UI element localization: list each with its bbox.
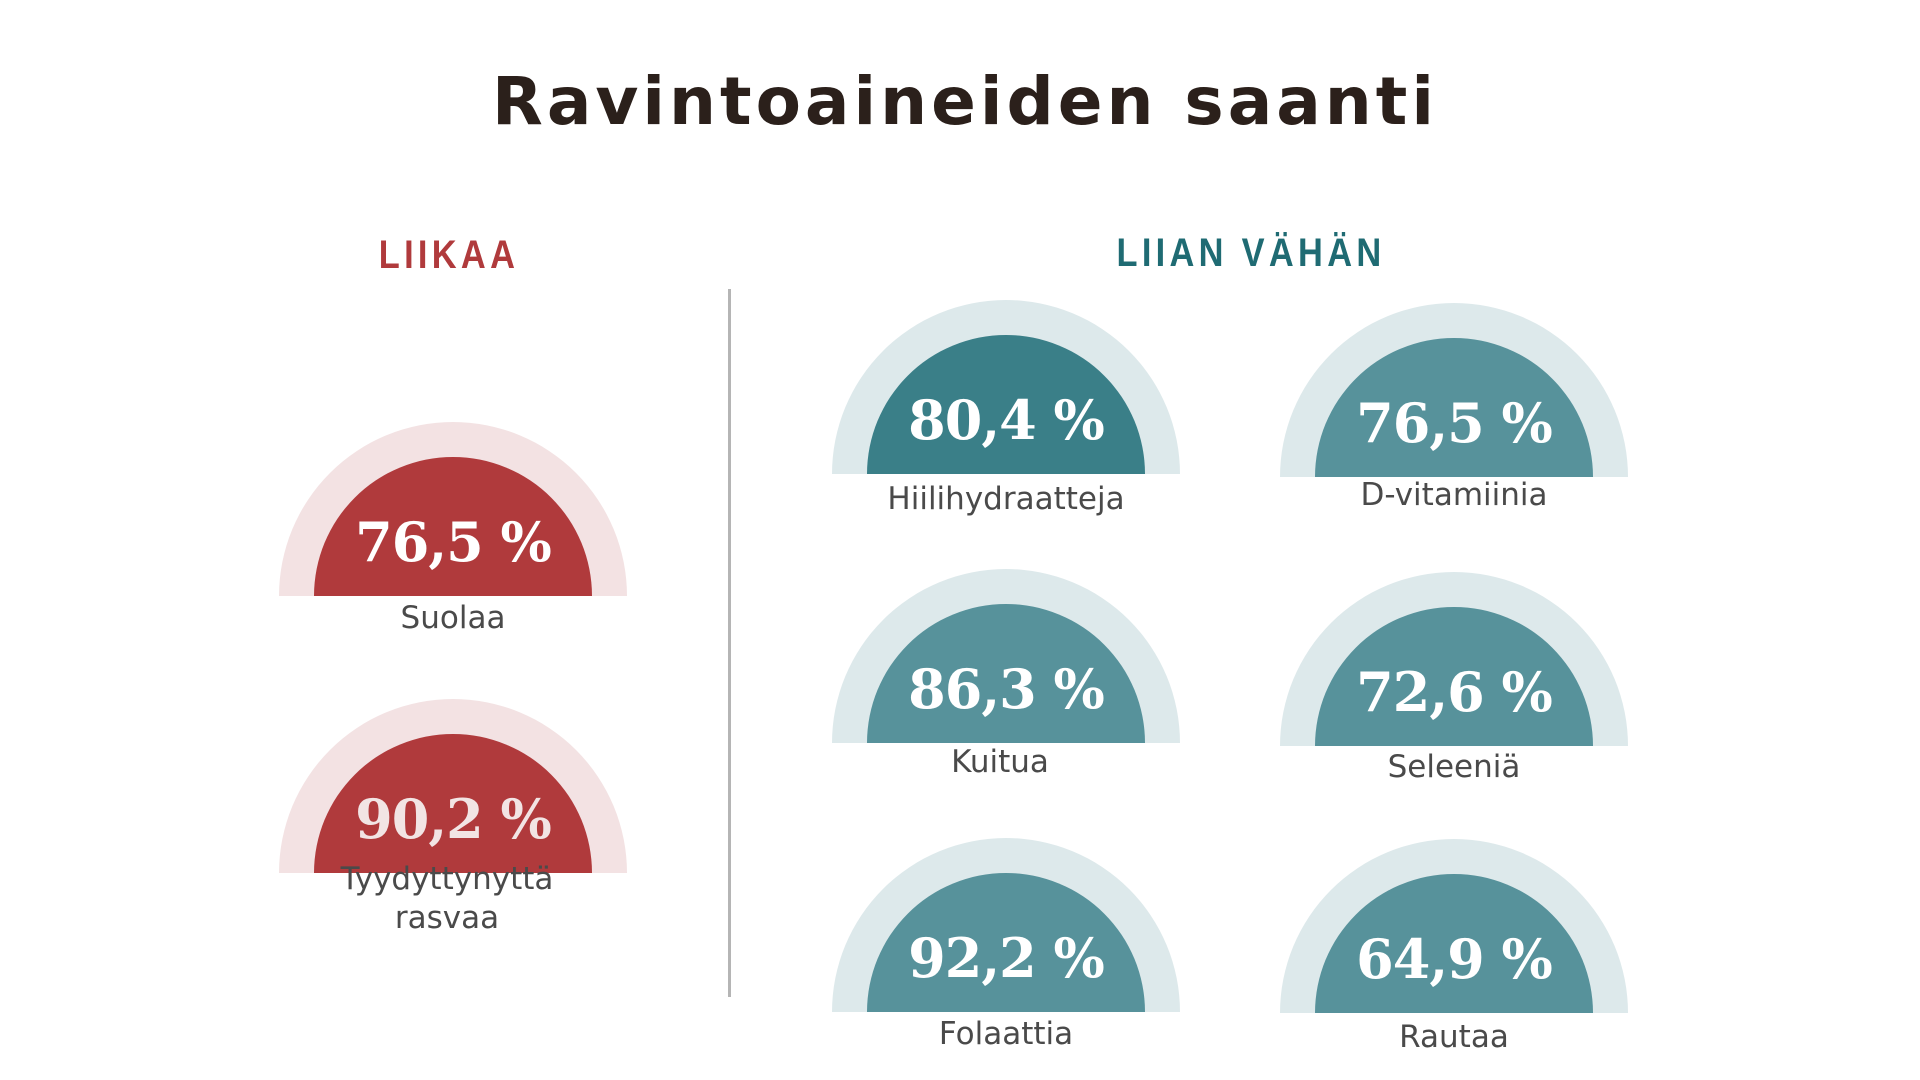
gauge-seleenia: 72,6 %: [1280, 571, 1628, 746]
gauge-value: 72,6 %: [1356, 660, 1553, 724]
gauge-label: Rautaa: [1399, 1019, 1509, 1055]
gauge-value: 86,3 %: [908, 657, 1105, 721]
gauge-value: 90,2 %: [355, 787, 552, 851]
gauge-label-line: rasvaa: [394, 900, 500, 936]
section-heading-too-much: LIIKAA: [378, 233, 520, 277]
gauge-label: Suolaa: [400, 600, 506, 636]
gauge-value: 92,2 %: [908, 926, 1105, 990]
section-heading-too-little: LIIAN VÄHÄN: [1116, 231, 1386, 275]
gauge-suolaa: 76,5 %: [279, 421, 627, 596]
gauge-label: D-vitamiinia: [1360, 477, 1548, 513]
gauge-label: Seleeniä: [1387, 749, 1521, 785]
gauge-kuitua: 86,3 %: [832, 568, 1180, 743]
gauge-d-vitamiinia: 76,5 %: [1280, 302, 1628, 477]
gauge-value: 76,5 %: [1356, 391, 1553, 455]
group-divider: [728, 289, 731, 997]
gauge-value: 64,9 %: [1356, 927, 1553, 991]
gauge-tyydyttynytta-rasvaa: 90,2 %: [279, 698, 627, 873]
page-title: Ravintoaineiden saanti: [492, 63, 1438, 140]
gauge-folaattia: 92,2 %: [832, 837, 1180, 1012]
gauge-label: Folaattia: [938, 1016, 1074, 1052]
gauge-value: 76,5 %: [355, 510, 552, 574]
gauge-label: Kuitua: [951, 744, 1049, 780]
gauge-label: Hiilihydraatteja: [887, 481, 1125, 517]
gauge-label: Tyydyttynyttä rasvaa: [247, 860, 647, 938]
gauge-rautaa: 64,9 %: [1280, 838, 1628, 1013]
gauge-hiilihydraatteja: 80,4 %: [832, 299, 1180, 474]
gauge-value: 80,4 %: [908, 388, 1105, 452]
gauge-label-line: Tyydyttynyttä: [340, 861, 554, 897]
